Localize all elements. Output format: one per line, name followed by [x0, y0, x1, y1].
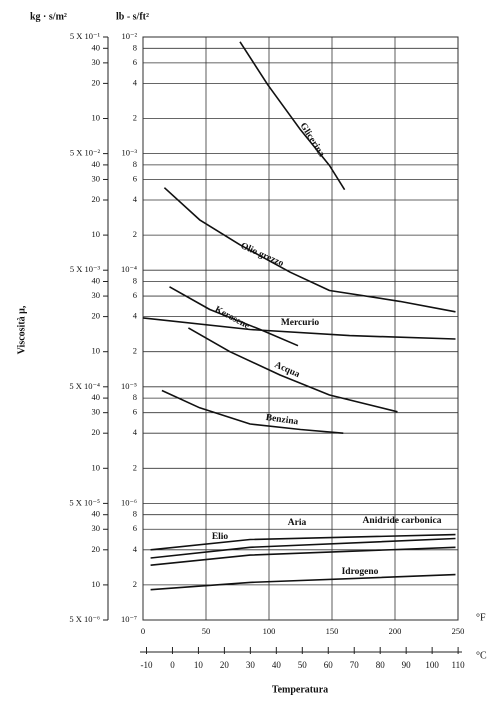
y2-tick-label: 5 X 10⁻⁶: [69, 614, 100, 624]
y2-tick-label: 5 X 10⁻²: [70, 148, 101, 158]
y-tick-label: 8: [133, 509, 137, 519]
y2-tick-label: 40: [92, 42, 101, 52]
y-tick-label: 10⁻⁷: [121, 614, 137, 624]
x2-tick-label: 50: [298, 660, 308, 670]
y-tick-label: 10⁻²: [121, 31, 137, 41]
curve-label: Elio: [212, 532, 229, 542]
x2-unit: °C: [476, 650, 487, 661]
x2-tick-label: 10: [194, 660, 204, 670]
y2-tick-label: 40: [92, 159, 101, 169]
y2-tick-label: 10: [92, 462, 101, 472]
curve: [150, 546, 456, 566]
y-tick-label: 10⁻⁴: [121, 264, 137, 274]
y2-tick-label: 20: [92, 77, 101, 87]
curve-label: Anidride carbonica: [363, 516, 442, 526]
x-unit: °F: [476, 612, 486, 623]
x2-tick-label: 20: [220, 660, 230, 670]
y-tick-label: 10⁻³: [121, 148, 137, 158]
y2-tick-label: 30: [92, 290, 101, 300]
y-tick-label: 4: [133, 77, 138, 87]
y2-tick-label: 30: [92, 57, 101, 67]
y2-tick-label: 30: [92, 523, 101, 533]
x2-tick-label: 30: [246, 660, 256, 670]
y-tick-label: 4: [133, 427, 138, 437]
y-tick-label: 10⁻⁶: [121, 497, 137, 507]
curve-label: Aria: [288, 518, 307, 528]
y-tick-label: 2: [133, 462, 137, 472]
y-tick-label: 2: [133, 579, 137, 589]
x2-tick-label: 90: [402, 660, 412, 670]
x2-tick-label: 40: [272, 660, 282, 670]
y2-tick-label: 5 X 10⁻⁴: [69, 381, 100, 391]
y-tick-label: 8: [133, 392, 137, 402]
y2-tick-label: 20: [92, 427, 101, 437]
y-tick-label: 8: [133, 159, 137, 169]
x-tick-label: 250: [452, 626, 465, 636]
curve: [163, 187, 456, 313]
y2-tick-label: 20: [92, 311, 101, 321]
y2-unit-label: kg · s/m²: [30, 11, 67, 22]
y-axis-label: Viscosità μ,: [16, 305, 27, 354]
y2-tick-label: 20: [92, 544, 101, 554]
y-tick-label: 6: [133, 407, 137, 417]
curve: [150, 573, 456, 591]
curve-label: Benzina: [265, 413, 299, 427]
y-tick-label: 8: [133, 275, 137, 285]
x2-tick-label: 70: [350, 660, 360, 670]
y-tick-label: 2: [133, 346, 137, 356]
y-tick-label: 4: [133, 194, 138, 204]
x-tick-label: 0: [141, 626, 145, 636]
x-tick-label: 150: [326, 626, 339, 636]
y-tick-label: 8: [133, 42, 137, 52]
x2-tick-label: 80: [376, 660, 386, 670]
x-tick-label: 50: [202, 626, 211, 636]
y2-tick-label: 10: [92, 229, 101, 239]
y2-tick-label: 5 X 10⁻³: [70, 264, 101, 274]
y-tick-label: 4: [133, 544, 138, 554]
y2-tick-label: 10: [92, 346, 101, 356]
y-tick-label: 6: [133, 523, 137, 533]
x2-tick-label: -10: [140, 660, 152, 670]
curve-label: Idrogeno: [342, 567, 379, 577]
y-unit-label: lb - s/ft²: [116, 11, 149, 22]
y2-tick-label: 10: [92, 579, 101, 589]
y-tick-label: 2: [133, 229, 137, 239]
y2-tick-label: 5 X 10⁻¹: [70, 31, 101, 41]
curve: [142, 317, 456, 340]
x-axis-label: Temperatura: [272, 684, 328, 695]
y2-tick-label: 20: [92, 194, 101, 204]
x2-tick-label: 60: [324, 660, 334, 670]
y2-tick-label: 30: [92, 407, 101, 417]
curve: [239, 41, 346, 191]
y-tick-label: 6: [133, 173, 137, 183]
y2-tick-label: 10: [92, 112, 101, 122]
y-tick-label: 6: [133, 57, 137, 67]
curve: [161, 389, 344, 434]
y-tick-label: 4: [133, 311, 138, 321]
y-tick-label: 6: [133, 290, 137, 300]
x-tick-label: 100: [263, 626, 276, 636]
curve: [169, 286, 299, 347]
x2-tick-label: 110: [452, 660, 466, 670]
y2-tick-label: 40: [92, 509, 101, 519]
y2-tick-label: 40: [92, 392, 101, 402]
y-tick-label: 10⁻⁵: [121, 381, 137, 391]
y2-tick-label: 5 X 10⁻⁵: [69, 497, 100, 507]
x2-tick-label: 0: [170, 660, 175, 670]
curve-label: Olio grezzo: [239, 241, 285, 269]
y2-tick-label: 40: [92, 275, 101, 285]
x2-tick-label: 100: [425, 660, 439, 670]
curve: [150, 537, 456, 559]
x-tick-label: 200: [389, 626, 402, 636]
curve-label: Mercurio: [281, 318, 320, 328]
y-tick-label: 2: [133, 112, 137, 122]
curve: [188, 327, 398, 413]
y2-tick-label: 30: [92, 173, 101, 183]
curve: [150, 533, 456, 551]
